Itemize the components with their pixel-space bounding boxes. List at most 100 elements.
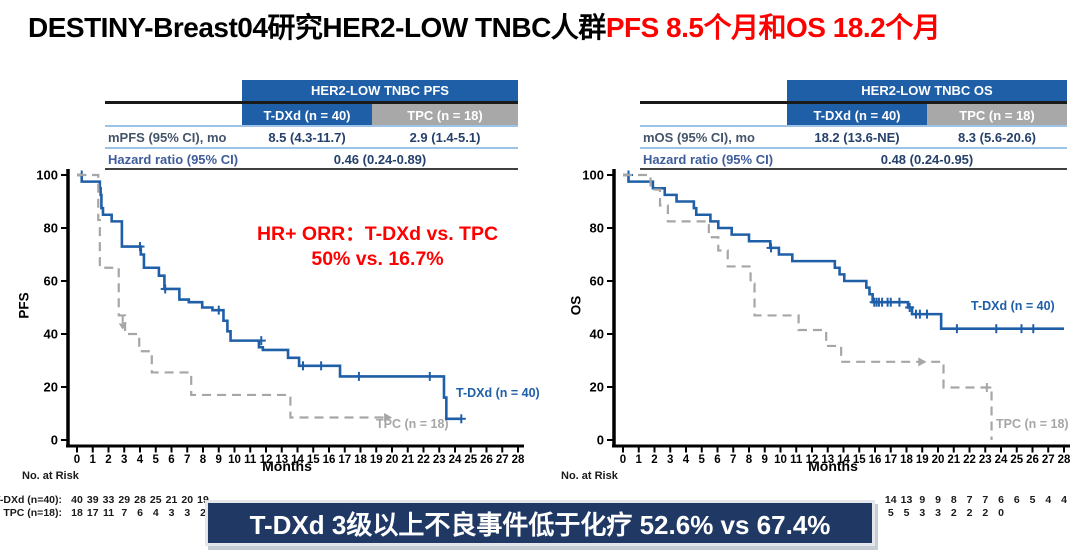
svg-text:6: 6 <box>714 454 720 466</box>
os-col-tdxd: T-DXd (n = 40) <box>787 104 927 127</box>
title-black-part: DESTINY-Breast04研究HER2-LOW TNBC人群 <box>28 12 606 43</box>
svg-text:2: 2 <box>200 507 206 519</box>
svg-text:2: 2 <box>651 454 657 466</box>
svg-text:16: 16 <box>323 454 336 466</box>
svg-text:40: 40 <box>590 327 604 342</box>
pfs-table-title: HER2-LOW TNBC PFS <box>242 80 518 101</box>
svg-text:11: 11 <box>244 454 257 466</box>
os-x-axis-label: Months <box>808 458 858 474</box>
svg-text:15: 15 <box>853 454 866 466</box>
os-table-title: HER2-LOW TNBC OS <box>787 80 1067 101</box>
svg-text:17: 17 <box>884 454 897 466</box>
svg-text:7: 7 <box>184 454 190 466</box>
svg-text:29: 29 <box>118 494 130 506</box>
svg-text:100: 100 <box>36 168 58 183</box>
svg-text:8: 8 <box>200 454 207 466</box>
svg-text:0: 0 <box>51 433 58 448</box>
safety-banner: T-DXd 3级以上不良事件低于化疗 52.6% vs 67.4% <box>205 500 875 546</box>
table-rule-mid1 <box>640 125 1067 127</box>
page-title: DESTINY-Breast04研究HER2-LOW TNBC人群PFS 8.5… <box>28 6 941 46</box>
svg-text:40: 40 <box>71 494 83 506</box>
table-rule-top <box>640 101 1067 104</box>
svg-text:26: 26 <box>480 454 493 466</box>
pfs-mpfs-tpc: 2.9 (1.4-5.1) <box>409 130 481 145</box>
pfs-hazard-label: Hazard ratio (95% CI) <box>108 152 239 167</box>
svg-text:13: 13 <box>901 494 913 506</box>
svg-text:12: 12 <box>806 454 819 466</box>
table-rule-mid2 <box>640 147 1067 149</box>
pfs-hazard-value: 0.46 (0.24-0.89) <box>333 152 427 167</box>
svg-text:18: 18 <box>354 454 367 466</box>
os-mos-tdxd: 18.2 (13.6-NE) <box>814 130 900 145</box>
svg-text:2: 2 <box>982 507 988 519</box>
svg-text:23: 23 <box>433 454 446 466</box>
svg-text:17: 17 <box>87 507 99 519</box>
svg-text:5: 5 <box>904 507 910 519</box>
svg-text:14: 14 <box>837 454 850 466</box>
svg-text:22: 22 <box>963 454 976 466</box>
pfs-tpc-curve-label: TPC (n = 18) <box>376 417 449 431</box>
svg-text:21: 21 <box>947 454 960 466</box>
svg-text:27: 27 <box>1042 454 1055 466</box>
svg-text:5: 5 <box>699 454 706 466</box>
svg-text:T-DXd (n=40):: T-DXd (n=40): <box>0 494 62 506</box>
table-rule-mid2 <box>105 147 518 149</box>
safety-banner-text: T-DXd 3级以上不良事件低于化疗 52.6% vs 67.4% <box>249 509 831 540</box>
svg-text:17: 17 <box>338 454 351 466</box>
svg-text:20: 20 <box>386 454 399 466</box>
svg-text:13: 13 <box>821 454 834 466</box>
svg-text:2: 2 <box>967 507 973 519</box>
svg-text:20: 20 <box>932 454 945 466</box>
svg-text:6: 6 <box>137 507 143 519</box>
svg-text:6: 6 <box>998 494 1004 506</box>
svg-text:0: 0 <box>620 454 626 466</box>
os-tdxd-curve-label: T-DXd (n = 40) <box>971 299 1055 313</box>
svg-text:60: 60 <box>590 274 604 289</box>
svg-text:5: 5 <box>153 454 160 466</box>
svg-text:25: 25 <box>464 454 477 466</box>
title-red-part: PFS 8.5个月和OS 18.2个月 <box>605 12 941 43</box>
svg-text:18: 18 <box>71 507 83 519</box>
svg-text:24: 24 <box>995 454 1008 466</box>
svg-text:6: 6 <box>1014 494 1020 506</box>
table-rule-top <box>105 101 518 104</box>
svg-text:23: 23 <box>979 454 992 466</box>
svg-text:60: 60 <box>44 274 58 289</box>
svg-text:20: 20 <box>590 380 604 395</box>
table-rule-bottom <box>640 168 1067 170</box>
svg-text:4: 4 <box>1045 494 1051 506</box>
svg-text:3: 3 <box>935 507 941 519</box>
svg-text:80: 80 <box>44 221 58 236</box>
svg-text:14: 14 <box>291 454 304 466</box>
svg-text:5: 5 <box>1030 494 1036 506</box>
os-tpc-curve-label: TPC (n = 18) <box>996 417 1069 431</box>
svg-text:3: 3 <box>121 454 127 466</box>
svg-text:9: 9 <box>935 494 941 506</box>
svg-text:7: 7 <box>967 494 973 506</box>
svg-text:0: 0 <box>74 454 80 466</box>
os-hazard-label: Hazard ratio (95% CI) <box>643 152 774 167</box>
os-no-at-risk-title: No. at Risk <box>561 470 618 482</box>
svg-text:9: 9 <box>216 454 222 466</box>
svg-text:9: 9 <box>919 494 925 506</box>
svg-text:18: 18 <box>900 454 913 466</box>
svg-text:22: 22 <box>417 454 430 466</box>
svg-text:7: 7 <box>730 454 736 466</box>
pfs-tdxd-curve-label: T-DXd (n = 40) <box>456 386 540 400</box>
svg-text:0: 0 <box>597 433 604 448</box>
svg-text:28: 28 <box>512 454 525 466</box>
os-mos-tpc: 8.3 (5.6-20.6) <box>957 130 1037 145</box>
pfs-x-axis-label: Months <box>262 458 312 474</box>
svg-text:3: 3 <box>667 454 673 466</box>
pfs-col-tpc: TPC (n = 18) <box>372 104 518 127</box>
svg-text:3: 3 <box>184 507 190 519</box>
svg-text:11: 11 <box>790 454 803 466</box>
pfs-col-tdxd: T-DXd (n = 40) <box>242 104 372 127</box>
svg-text:27: 27 <box>496 454 509 466</box>
pfs-row-mpfs-label: mPFS (95% CI), mo <box>108 130 227 145</box>
svg-text:7: 7 <box>982 494 988 506</box>
svg-text:14: 14 <box>885 494 897 506</box>
svg-text:80: 80 <box>590 221 604 236</box>
